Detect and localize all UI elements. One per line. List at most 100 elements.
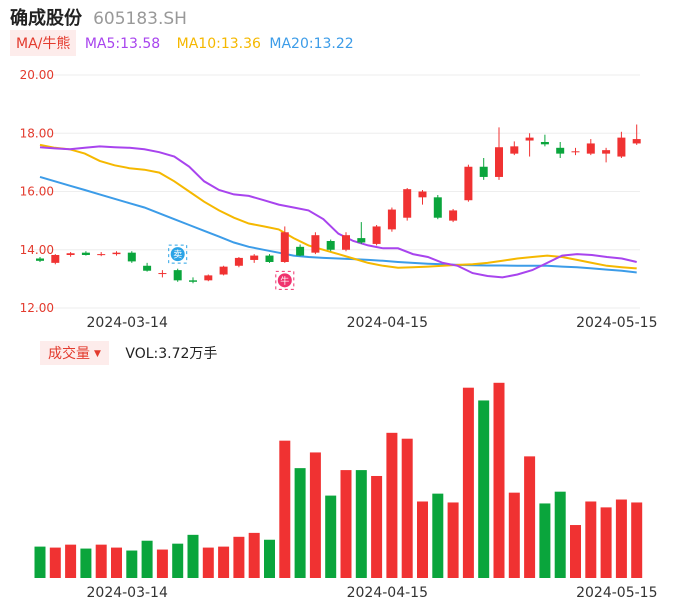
candle-body <box>632 139 641 144</box>
price-tick-label: 14.00 <box>20 243 54 257</box>
candlestick <box>495 127 503 180</box>
price-tick-label: 16.00 <box>20 185 54 199</box>
candlestick <box>81 251 90 256</box>
candle-body <box>296 246 305 256</box>
candle-body <box>357 238 366 243</box>
ma5-line <box>39 145 637 279</box>
marker-frame <box>275 270 295 290</box>
candle-body <box>189 280 197 282</box>
volume-bar <box>279 440 291 578</box>
candle-body <box>51 254 60 263</box>
ma20-line <box>39 175 637 274</box>
candlestick <box>127 251 136 263</box>
volume-bar <box>631 502 643 578</box>
date-tick-label: 2024-03-14 <box>87 315 168 331</box>
volume-bar <box>172 543 184 578</box>
candle-body <box>495 147 503 177</box>
candle-body <box>204 275 213 281</box>
ma-indicator-selector[interactable]: MA/牛熊 <box>10 30 77 56</box>
candlestick <box>173 268 182 282</box>
candle-body <box>556 147 565 154</box>
price-grid <box>32 74 640 309</box>
marker-label: 牛 <box>280 275 289 287</box>
candle-body <box>433 197 442 218</box>
candle-body <box>127 252 136 262</box>
candle-body <box>112 252 121 255</box>
volume-bar <box>432 493 444 578</box>
candlestick <box>280 226 289 263</box>
candlestick <box>36 257 44 262</box>
candle-body <box>326 241 335 250</box>
date-tick-label: 2024-03-14 <box>87 585 168 601</box>
volume-date-axis: 2024-03-14 2024-04-15 2024-05-15 <box>87 585 658 601</box>
candle-body <box>403 189 412 218</box>
candlestick <box>418 190 427 205</box>
ma5-value: MA5:13.58 <box>84 36 161 52</box>
marker-frame <box>168 244 188 264</box>
candle-body <box>97 254 106 256</box>
candlestick <box>571 147 580 156</box>
volume-bar <box>493 382 505 578</box>
candlestick <box>51 254 60 265</box>
candle-body <box>586 143 595 154</box>
volume-tag-label: 成交量 <box>48 346 90 362</box>
volume-bar <box>49 547 61 578</box>
candlestick <box>602 147 611 163</box>
volume-bar <box>478 400 490 578</box>
volume-bar <box>65 544 77 578</box>
volume-bar <box>615 499 627 578</box>
candlestick <box>433 194 442 220</box>
volume-bar <box>111 547 122 578</box>
candle-body <box>617 137 626 157</box>
candlestick <box>342 232 350 252</box>
candlestick <box>250 254 259 263</box>
candle-body <box>143 265 152 271</box>
candle-body <box>342 235 350 250</box>
candlestick <box>311 232 320 255</box>
candlestick <box>112 251 121 256</box>
candlestick <box>464 164 473 202</box>
volume-bars <box>34 382 643 578</box>
volume-bar <box>340 470 352 578</box>
candlestick <box>66 252 75 257</box>
volume-value: VOL:3.72万手 <box>125 346 218 362</box>
volume-bar <box>34 546 46 578</box>
volume-bar <box>355 470 367 578</box>
volume-legend: 成交量 ▼ VOL:3.72万手 <box>40 341 217 365</box>
candlestick <box>510 141 519 156</box>
volume-bar <box>401 438 413 578</box>
dropdown-arrow-icon: ▼ <box>94 349 101 359</box>
volume-bar <box>294 468 306 578</box>
candle-body <box>265 255 274 262</box>
price-tick-label: 18.00 <box>20 126 54 140</box>
volume-bar <box>126 550 138 578</box>
candlestick <box>387 207 396 232</box>
candle-body <box>602 150 611 154</box>
stock-header: 确成股份 605183.SH <box>10 4 187 29</box>
candle-body <box>234 257 243 266</box>
ma-lines <box>39 143 637 279</box>
candle-body <box>158 273 167 275</box>
ma20-value: MA20:13.22 <box>269 36 354 52</box>
volume-bar <box>508 492 520 578</box>
volume-bar <box>309 452 321 578</box>
volume-indicator-selector[interactable]: 成交量 ▼ <box>40 341 109 365</box>
volume-bar <box>202 547 214 578</box>
volume-bar <box>585 501 597 578</box>
candlestick <box>403 188 412 221</box>
candlestick <box>143 262 152 272</box>
candle-body <box>540 141 549 145</box>
marker-dot <box>170 247 185 262</box>
candle-body <box>311 235 320 253</box>
volume-bar <box>600 507 612 578</box>
candlesticks <box>36 124 641 284</box>
candlestick <box>219 265 228 276</box>
candlestick <box>326 239 335 252</box>
candlestick <box>189 277 197 284</box>
signal-markers: 卖牛 <box>168 244 295 290</box>
volume-bar <box>524 456 536 578</box>
volume-bar <box>417 501 428 578</box>
volume-bar <box>447 502 459 578</box>
ma-legend: MA/牛熊 MA5:13.58 MA10:13.36 MA20:13.22 <box>10 30 354 56</box>
